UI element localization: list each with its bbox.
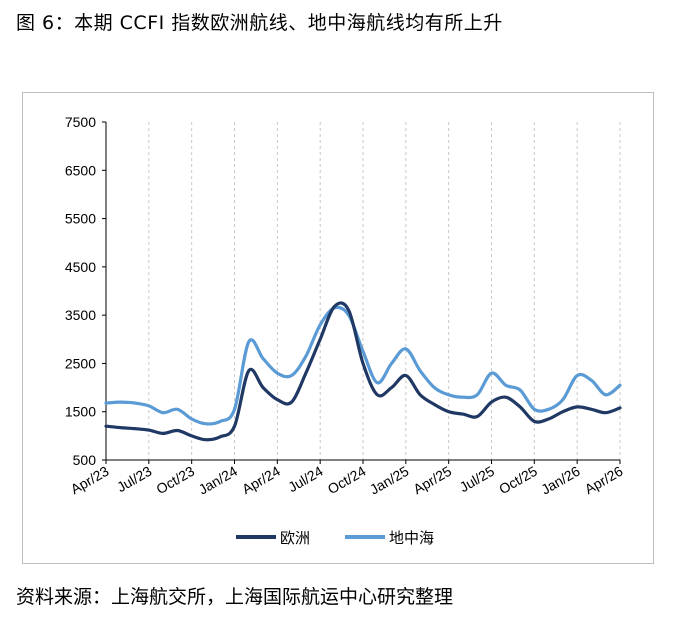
x-tick-label: Apr/24: [239, 463, 283, 498]
legend-label: 欧洲: [280, 529, 310, 547]
x-tick-label: Jan/25: [367, 463, 412, 498]
y-tick-label: 1500: [65, 404, 96, 420]
x-tick-label: Jan/24: [196, 463, 241, 498]
y-tick-label: 500: [73, 452, 97, 468]
figure-title: 图 6：本期 CCFI 指数欧洲航线、地中海航线均有所上升: [16, 12, 503, 34]
x-tick-label: Oct/23: [153, 463, 197, 498]
y-tick-label: 4500: [65, 259, 96, 275]
y-tick-label: 7500: [65, 114, 96, 130]
x-tick-label: Oct/25: [496, 463, 540, 498]
y-tick-label: 5500: [65, 211, 96, 227]
y-tick-label: 6500: [65, 162, 96, 178]
x-tick-label: Jul/25: [457, 463, 498, 496]
y-tick-label: 2500: [65, 355, 96, 371]
chart-frame: [22, 92, 654, 564]
x-tick-label: Apr/25: [410, 463, 454, 498]
x-tick-label: Jul/23: [114, 463, 155, 496]
legend-label: 地中海: [389, 529, 434, 547]
legend: 欧洲 地中海: [236, 529, 434, 547]
x-tick-label: Oct/24: [325, 463, 369, 498]
x-tick-label: Apr/26: [582, 463, 626, 498]
y-tick-label: 3500: [65, 307, 96, 323]
series-lines: [104, 301, 622, 442]
series-line-0: [104, 301, 622, 442]
x-tick-label: Jan/26: [538, 463, 583, 498]
x-tick-label: Jul/24: [285, 463, 326, 496]
source-note: 资料来源：上海航交所，上海国际航运中心研究整理: [16, 586, 454, 608]
series-line-1: [104, 305, 622, 426]
